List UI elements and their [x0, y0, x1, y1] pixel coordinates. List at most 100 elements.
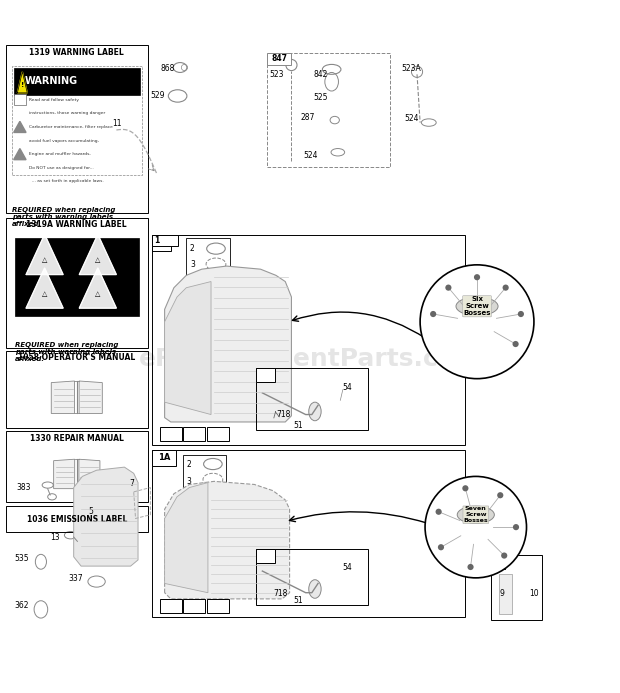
- Polygon shape: [14, 121, 26, 132]
- Text: REQUIRED when replacing
parts with warning labels
affixed.: REQUIRED when replacing parts with warni…: [12, 207, 115, 227]
- Text: 54: 54: [343, 383, 353, 392]
- Text: 718: 718: [276, 410, 290, 419]
- Text: avoid fuel vapors accumulating,: avoid fuel vapors accumulating,: [29, 139, 99, 143]
- Text: REQUIRED when replacing
parts with warning labels
affixed.: REQUIRED when replacing parts with warni…: [15, 342, 118, 362]
- Polygon shape: [165, 266, 291, 422]
- FancyBboxPatch shape: [14, 94, 26, 105]
- Text: 525: 525: [313, 93, 327, 102]
- Polygon shape: [165, 482, 290, 599]
- Text: 11: 11: [113, 119, 122, 128]
- Circle shape: [497, 492, 503, 498]
- Text: 51: 51: [293, 421, 303, 430]
- Text: 523A: 523A: [402, 64, 422, 73]
- FancyBboxPatch shape: [160, 599, 182, 613]
- Text: 1330 REPAIR MANUAL: 1330 REPAIR MANUAL: [30, 434, 124, 443]
- FancyBboxPatch shape: [153, 450, 175, 466]
- Text: 3: 3: [187, 477, 192, 486]
- FancyBboxPatch shape: [15, 238, 139, 315]
- Text: 337: 337: [69, 574, 83, 583]
- Ellipse shape: [262, 564, 275, 578]
- Polygon shape: [14, 148, 26, 159]
- Text: 523: 523: [270, 70, 285, 79]
- Polygon shape: [26, 268, 63, 308]
- Ellipse shape: [309, 580, 321, 598]
- Polygon shape: [79, 459, 100, 489]
- Text: 1319A WARNING LABEL: 1319A WARNING LABEL: [27, 220, 127, 229]
- Text: 869: 869: [164, 431, 178, 437]
- Text: 847: 847: [271, 54, 287, 63]
- Text: 842: 842: [313, 70, 327, 79]
- Circle shape: [513, 341, 519, 347]
- Circle shape: [467, 564, 474, 570]
- Polygon shape: [26, 234, 63, 274]
- Polygon shape: [79, 381, 102, 414]
- Ellipse shape: [309, 402, 321, 421]
- Text: △: △: [95, 258, 100, 263]
- Circle shape: [463, 485, 469, 491]
- FancyBboxPatch shape: [267, 53, 291, 65]
- Circle shape: [501, 552, 507, 559]
- Text: 50: 50: [260, 552, 271, 561]
- Polygon shape: [17, 72, 27, 93]
- Text: 870: 870: [187, 603, 202, 608]
- Polygon shape: [165, 281, 211, 414]
- FancyBboxPatch shape: [491, 555, 505, 568]
- Text: 362: 362: [14, 601, 29, 610]
- Circle shape: [474, 274, 480, 280]
- Text: △: △: [95, 291, 100, 297]
- FancyBboxPatch shape: [256, 550, 275, 563]
- Text: WARNING: WARNING: [24, 76, 78, 87]
- Text: 51: 51: [293, 596, 303, 605]
- Polygon shape: [79, 234, 117, 274]
- Text: 3: 3: [190, 261, 195, 270]
- Text: ... as set forth in applicable laws.: ... as set forth in applicable laws.: [29, 179, 104, 184]
- Polygon shape: [54, 459, 74, 489]
- FancyBboxPatch shape: [256, 368, 275, 382]
- Polygon shape: [74, 467, 138, 566]
- Text: !: !: [20, 82, 24, 89]
- Text: 383: 383: [16, 483, 30, 492]
- Text: △: △: [42, 291, 47, 297]
- Circle shape: [503, 285, 509, 291]
- Polygon shape: [165, 482, 208, 593]
- Text: Do NOT use as designed for...: Do NOT use as designed for...: [29, 166, 94, 170]
- Text: 535: 535: [14, 554, 29, 563]
- Ellipse shape: [262, 384, 275, 398]
- Text: 1A: 1A: [158, 453, 170, 462]
- Text: 287: 287: [300, 113, 314, 122]
- Text: 1: 1: [154, 236, 159, 245]
- Text: Carburetor maintenance, filter replace: Carburetor maintenance, filter replace: [29, 125, 113, 129]
- FancyBboxPatch shape: [14, 67, 140, 96]
- Circle shape: [435, 509, 441, 515]
- Text: Engine and muffler hazards,: Engine and muffler hazards,: [29, 152, 91, 156]
- Text: 10: 10: [529, 590, 539, 599]
- Circle shape: [518, 311, 524, 317]
- Circle shape: [438, 544, 444, 550]
- Text: 13: 13: [50, 532, 60, 541]
- Text: eReplacementParts.com: eReplacementParts.com: [138, 347, 482, 371]
- Text: 9: 9: [500, 590, 505, 599]
- Text: 5: 5: [89, 507, 94, 516]
- Text: 868: 868: [161, 64, 175, 73]
- Text: △: △: [42, 258, 47, 263]
- Text: 1036 EMISSIONS LABEL: 1036 EMISSIONS LABEL: [27, 515, 127, 524]
- Text: 8: 8: [495, 557, 501, 566]
- Text: 524: 524: [404, 114, 418, 123]
- Circle shape: [425, 476, 526, 578]
- Text: 54: 54: [343, 563, 353, 572]
- FancyBboxPatch shape: [153, 235, 178, 246]
- Text: 50: 50: [260, 371, 271, 380]
- Text: 2: 2: [190, 244, 195, 253]
- Text: Read and follow safety: Read and follow safety: [29, 98, 79, 102]
- Ellipse shape: [456, 297, 498, 315]
- Ellipse shape: [457, 506, 494, 523]
- Text: 7: 7: [130, 480, 135, 489]
- Circle shape: [513, 524, 519, 530]
- Polygon shape: [79, 268, 117, 308]
- Text: Six
Screw
Bosses: Six Screw Bosses: [463, 297, 491, 316]
- FancyBboxPatch shape: [206, 599, 229, 613]
- Text: 1319 WARNING LABEL: 1319 WARNING LABEL: [29, 48, 124, 57]
- Text: 2: 2: [187, 459, 192, 468]
- Text: Seven
Screw
Bosses: Seven Screw Bosses: [464, 507, 488, 523]
- Text: 871: 871: [211, 603, 225, 608]
